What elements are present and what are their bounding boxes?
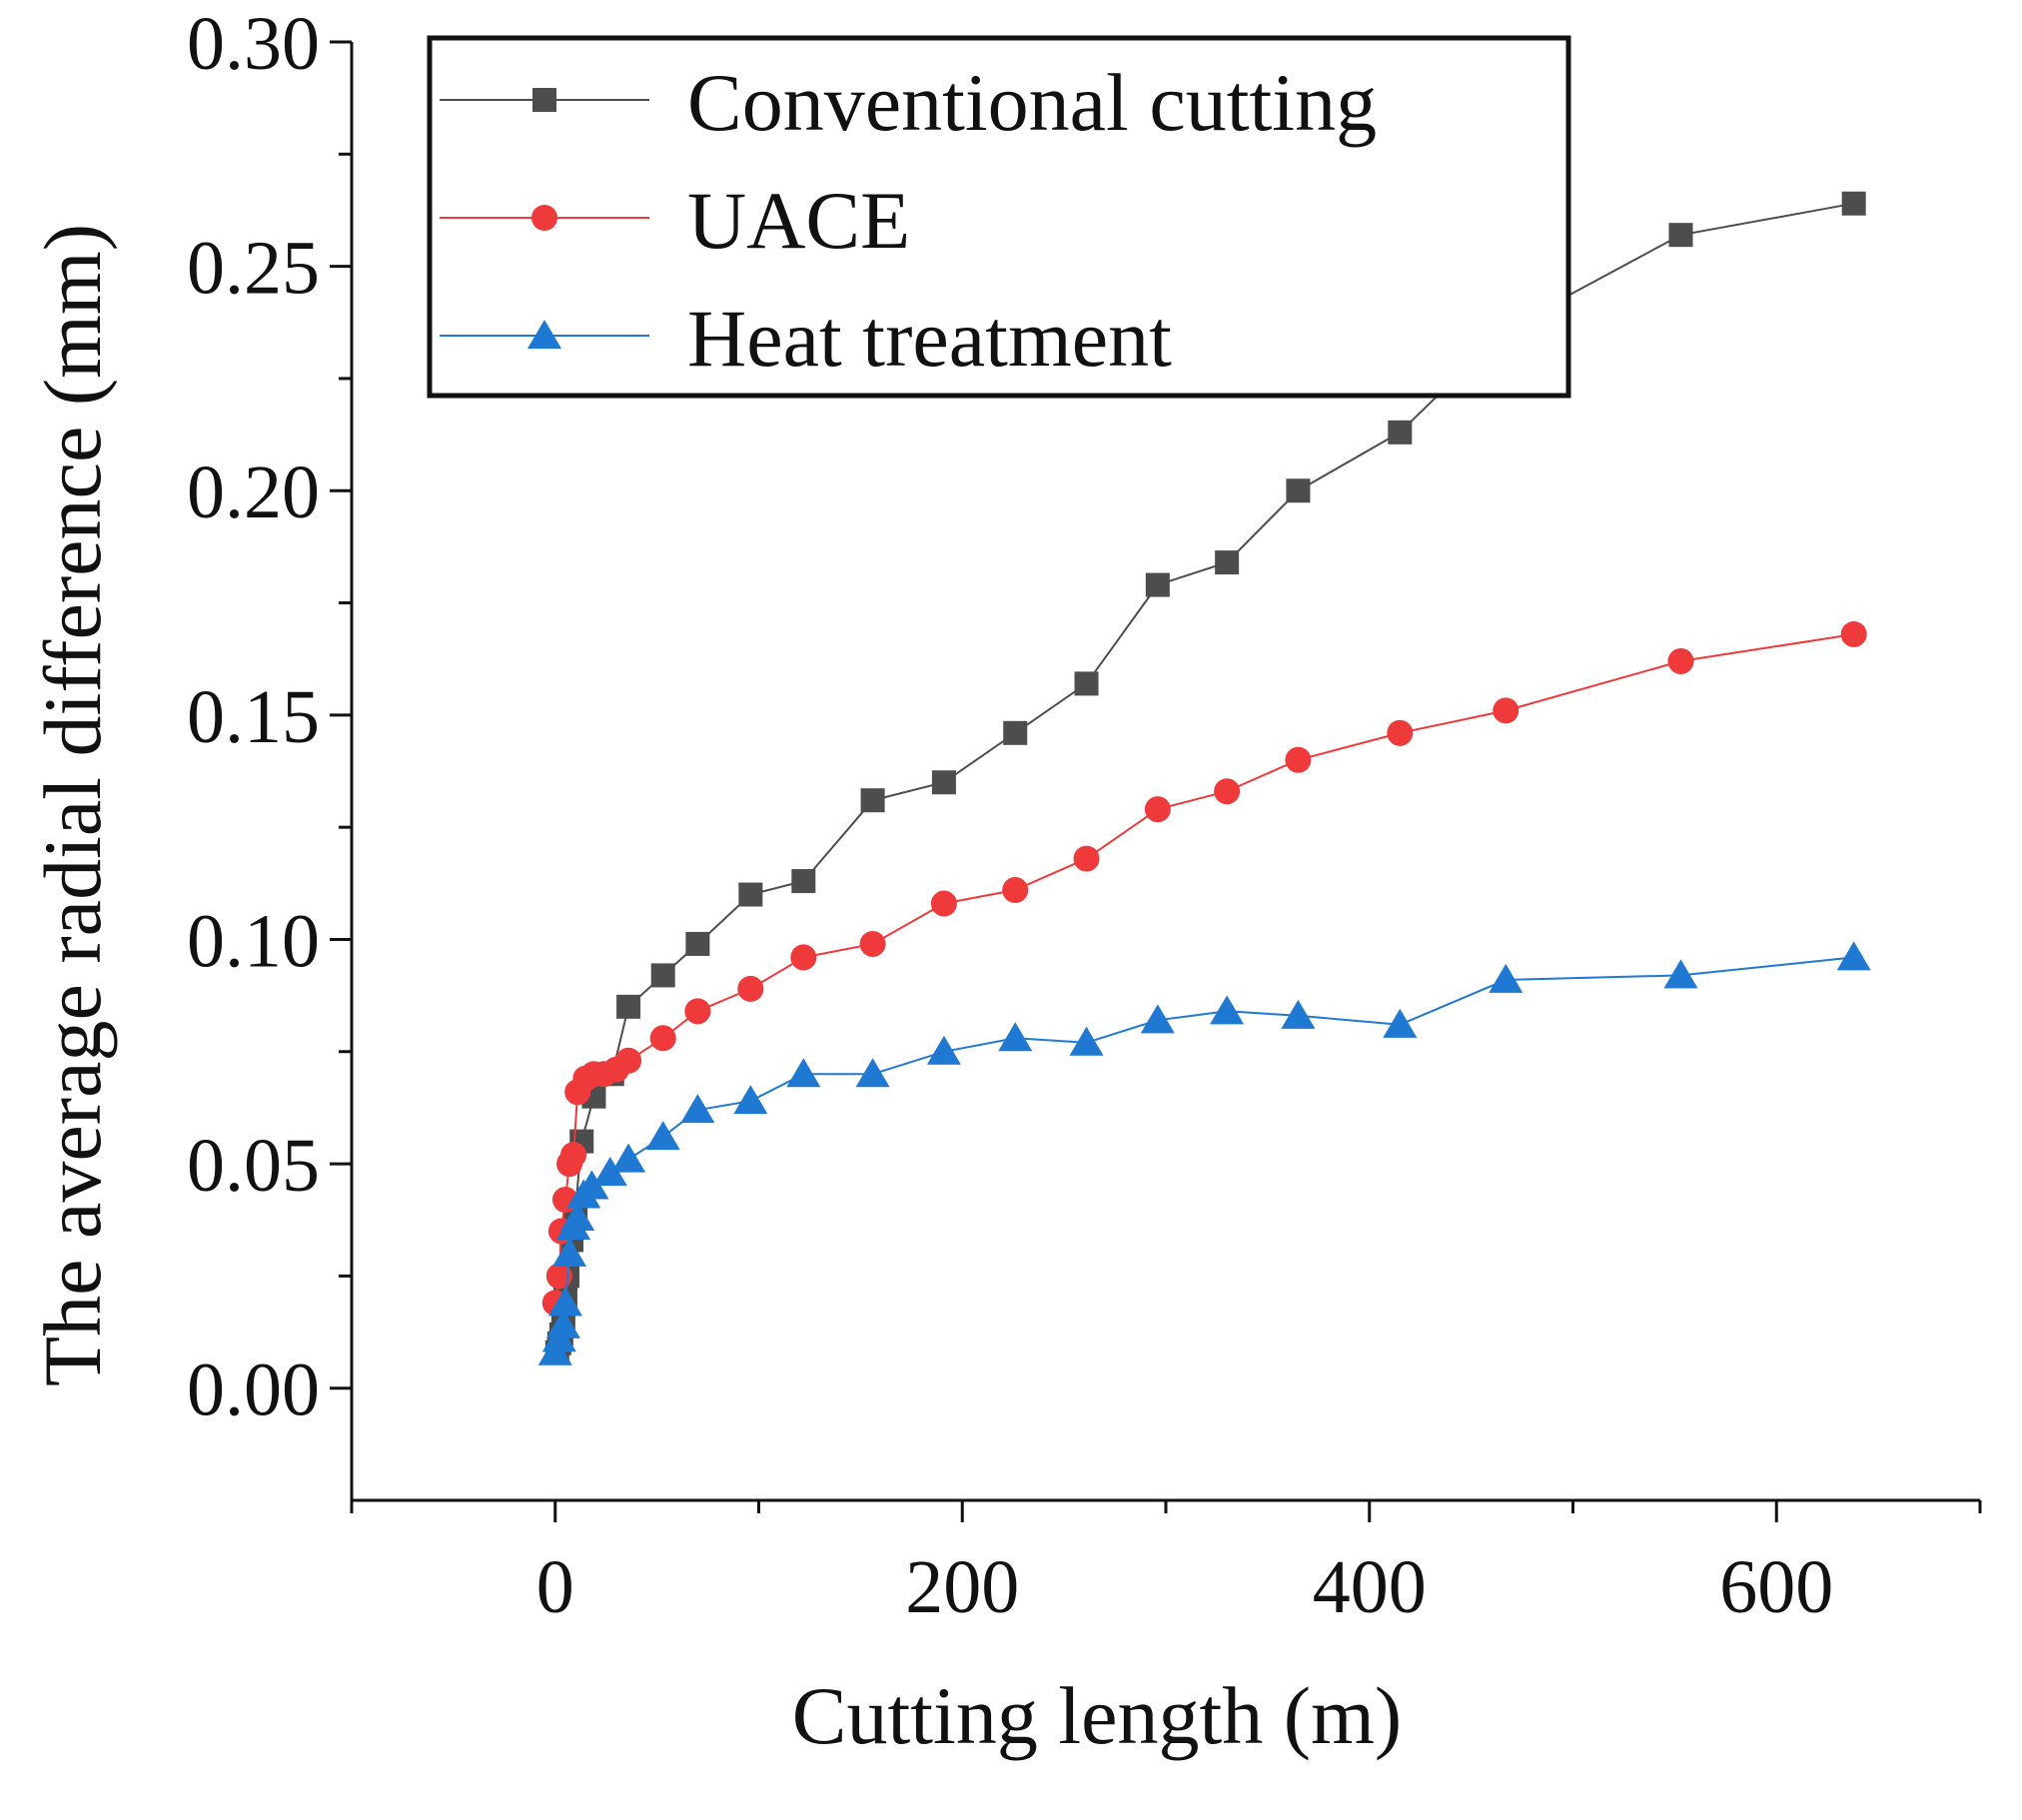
data-point-conventional-cutting (1145, 572, 1170, 597)
y-tick-label: 0.00 (187, 1349, 320, 1432)
data-point-heat-treatment (733, 1085, 768, 1115)
series-uace (541, 620, 1867, 1317)
data-point-heat-treatment (611, 1143, 646, 1173)
data-point-conventional-cutting (616, 994, 641, 1019)
data-point-heat-treatment (680, 1094, 715, 1124)
data-point-heat-treatment (547, 1287, 582, 1317)
data-point-heat-treatment (1069, 1026, 1104, 1056)
axes: 0 200 400 600 0.00 0.05 0.10 0.15 0.20 0.25 0.30 (187, 2, 1982, 1629)
data-point-uace (930, 890, 957, 917)
legend-marker-uace (531, 205, 557, 231)
data-point-heat-treatment (1383, 1008, 1418, 1038)
data-point-heat-treatment (855, 1058, 890, 1088)
x-tick-label: 400 (1313, 1545, 1427, 1629)
data-point-conventional-cutting (1003, 720, 1028, 745)
data-point-uace (859, 930, 886, 957)
data-point-uace (560, 1142, 587, 1169)
data-point-conventional-cutting (1388, 420, 1413, 445)
data-point-uace (1493, 697, 1519, 724)
data-point-conventional-cutting (1215, 550, 1240, 575)
legend-marker-conventional-cutting (532, 88, 556, 112)
data-point-uace (1144, 796, 1171, 823)
y-tick-label: 0.15 (187, 675, 320, 759)
data-point-heat-treatment (1489, 963, 1523, 993)
data-point-conventional-cutting (860, 788, 885, 813)
data-point-uace (1002, 877, 1029, 904)
data-point-heat-treatment (1140, 1004, 1175, 1034)
y-axis-label: The average radial difference (mm) (27, 224, 118, 1386)
data-point-heat-treatment (1663, 959, 1698, 989)
data-point-conventional-cutting (1841, 191, 1866, 216)
x-axis-label: Cutting length (m) (792, 1670, 1402, 1761)
data-point-heat-treatment (926, 1035, 961, 1065)
data-point-heat-treatment (560, 1201, 595, 1231)
data-point-conventional-cutting (738, 882, 763, 907)
data-point-conventional-cutting (1074, 671, 1099, 696)
data-point-heat-treatment (574, 1170, 609, 1200)
x-tick-label: 200 (905, 1545, 1019, 1629)
legend-label-conventional-cutting: Conventional cutting (687, 57, 1377, 148)
legend-label-uace: UACE (687, 175, 910, 266)
data-point-uace (1387, 719, 1414, 746)
data-point-heat-treatment (552, 1237, 587, 1267)
data-point-uace (1667, 647, 1694, 674)
legend-marker-heat-treatment (527, 320, 561, 349)
data-point-heat-treatment (545, 1309, 580, 1339)
data-point-conventional-cutting (791, 869, 816, 894)
x-tick-label: 600 (1719, 1545, 1833, 1629)
y-tick-label: 0.25 (187, 227, 320, 311)
data-point-uace (1840, 620, 1867, 647)
data-point-uace (649, 1025, 676, 1052)
data-point-uace (684, 998, 711, 1025)
data-point-heat-treatment (645, 1121, 680, 1151)
y-tick-label: 0.20 (187, 451, 320, 534)
series-layer (537, 191, 1871, 1365)
x-tick-label: 0 (536, 1545, 574, 1629)
data-point-uace (1285, 746, 1312, 773)
data-point-uace (545, 1263, 572, 1290)
data-point-conventional-cutting (1668, 223, 1693, 248)
data-point-heat-treatment (786, 1058, 821, 1088)
data-point-uace (1214, 778, 1241, 805)
data-point-heat-treatment (592, 1157, 627, 1187)
series-heat-treatment (537, 941, 1871, 1365)
y-tick-label: 0.05 (187, 1124, 320, 1208)
data-point-conventional-cutting (650, 963, 675, 988)
data-point-heat-treatment (1210, 995, 1245, 1025)
y-tick-label: 0.10 (187, 899, 320, 983)
legend-label-heat-treatment: Heat treatment (687, 293, 1172, 384)
y-tick-label: 0.30 (187, 2, 320, 86)
data-point-uace (615, 1047, 642, 1074)
data-point-heat-treatment (998, 1022, 1033, 1052)
data-point-conventional-cutting (1286, 478, 1311, 503)
data-point-conventional-cutting (685, 931, 710, 956)
series-line-uace (553, 633, 1854, 1304)
data-point-heat-treatment (1281, 999, 1316, 1029)
data-point-heat-treatment (1836, 941, 1871, 971)
data-point-uace (790, 944, 817, 971)
data-point-conventional-cutting (931, 770, 956, 795)
legend: Conventional cutting UACE Heat treatment (427, 35, 1571, 399)
data-point-uace (1073, 845, 1100, 872)
data-point-uace (737, 975, 764, 1002)
series-line-heat-treatment (553, 956, 1854, 1354)
